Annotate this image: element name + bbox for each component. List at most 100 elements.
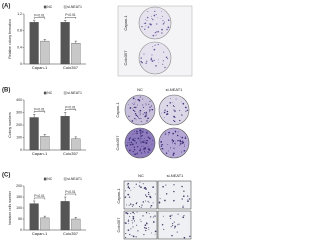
colony: [161, 112, 163, 114]
cell: [127, 185, 129, 187]
colony: [149, 111, 151, 113]
colony: [142, 98, 144, 100]
col-label: NC: [138, 173, 144, 178]
bar: [29, 117, 39, 151]
colony: [138, 111, 140, 113]
error-bar: [74, 136, 78, 139]
cell: [136, 211, 138, 213]
colony: [136, 129, 137, 131]
plate: [138, 41, 172, 75]
colony: [141, 137, 142, 139]
cell: [154, 233, 156, 235]
colony: [127, 142, 129, 144]
cell: [125, 190, 127, 192]
colony: [145, 25, 147, 27]
colony: [175, 140, 176, 142]
cell: [132, 222, 134, 224]
cell: [177, 213, 179, 215]
colony: [134, 153, 137, 156]
colony: [149, 106, 151, 108]
cell: [130, 203, 132, 205]
legend-swatch: [43, 177, 47, 181]
colony: [134, 99, 136, 100]
x-tick-label: Colo357: [63, 151, 79, 156]
colony: [174, 131, 176, 133]
colony: [146, 20, 148, 21]
cell: [145, 195, 148, 198]
y-tick-label: 100: [16, 206, 22, 210]
cell: [188, 198, 191, 200]
legend-swatch: [63, 177, 67, 181]
colony: [182, 142, 184, 145]
y-axis-label: Relative colony formation: [8, 19, 12, 58]
colony: [149, 107, 150, 108]
colony: [174, 110, 176, 112]
cell: [132, 217, 135, 220]
colony: [166, 110, 169, 113]
cell: [144, 194, 147, 196]
cell: [164, 199, 166, 202]
colony: [136, 130, 138, 133]
row-label: Capan-1: [116, 188, 121, 204]
significance-bracket: [33, 111, 46, 113]
colony: [151, 18, 153, 20]
cell: [130, 189, 132, 191]
cell: [140, 206, 142, 208]
cell: [132, 205, 134, 207]
colony: [141, 131, 144, 133]
colony: [135, 119, 137, 121]
colony: [137, 104, 138, 106]
significance-bracket: [64, 193, 77, 196]
error-bar: [63, 196, 67, 202]
colony: [141, 117, 142, 119]
bar: [40, 136, 50, 151]
cell: [173, 190, 175, 193]
colony: [167, 19, 170, 22]
colony: [164, 21, 166, 23]
cell: [152, 216, 154, 218]
colony: [172, 140, 175, 142]
colony: [161, 28, 163, 31]
col-label: NC: [137, 87, 143, 92]
colony: [146, 113, 148, 115]
colony: [140, 130, 142, 132]
cell: [128, 187, 131, 189]
bar: [29, 22, 39, 65]
colony: [137, 98, 140, 101]
cell: [170, 226, 172, 228]
colony: [147, 117, 149, 120]
error-bar: [43, 134, 47, 137]
colony: [133, 104, 134, 106]
colony: [156, 31, 158, 33]
colony: [186, 109, 189, 111]
cell: [131, 220, 133, 222]
plate: [158, 127, 190, 159]
colony: [155, 35, 157, 36]
bar: [40, 40, 50, 65]
colony: [134, 113, 137, 115]
colony: [180, 151, 182, 153]
colony: [166, 29, 168, 31]
bar: [29, 203, 39, 231]
colony: [146, 120, 148, 122]
colony: [129, 149, 131, 151]
colony: [162, 23, 164, 25]
colony: [145, 111, 148, 113]
cell: [150, 206, 152, 208]
colony: [134, 110, 136, 112]
cell: [135, 183, 137, 185]
colony: [140, 133, 142, 135]
cell: [148, 228, 150, 230]
cell: [152, 186, 155, 188]
cell: [130, 212, 132, 214]
cell: [165, 193, 168, 195]
colony: [144, 139, 146, 141]
cell: [133, 220, 136, 222]
colony: [179, 145, 181, 147]
colony: [155, 34, 157, 36]
legend-label: NC: [47, 177, 53, 181]
cell: [173, 221, 175, 223]
colony: [147, 146, 149, 148]
error-bar: [32, 114, 36, 118]
colony: [136, 145, 139, 148]
